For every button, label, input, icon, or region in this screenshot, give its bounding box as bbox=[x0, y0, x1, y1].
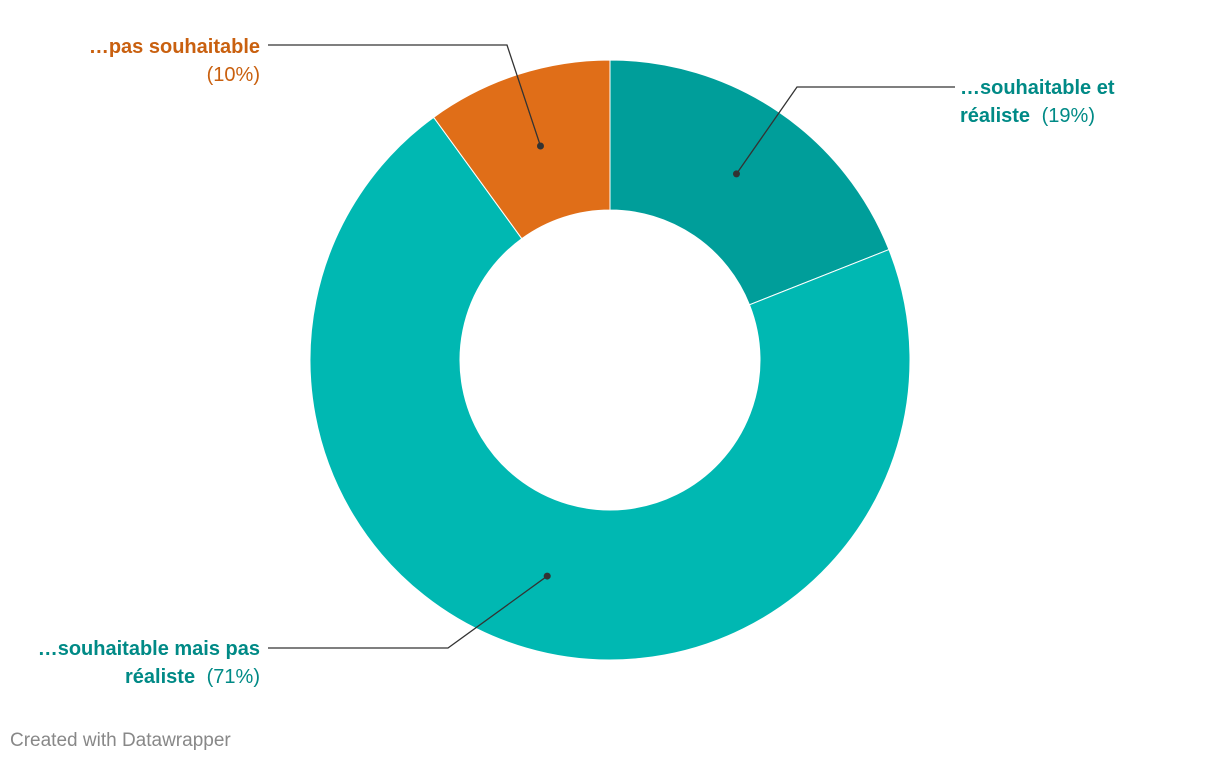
leader-dot-2 bbox=[536, 142, 544, 150]
slice-label-pas-souhaitable-pct: (10%) bbox=[207, 64, 260, 86]
slice-label-souhaitable-mais-pas: …souhaitable mais pas bbox=[38, 638, 260, 660]
donut-slices bbox=[309, 59, 911, 661]
slice-pct: (71%) bbox=[207, 666, 260, 688]
slice-label-souhaitable-realiste: …souhaitable et bbox=[960, 77, 1115, 99]
donut-slice-2 bbox=[432, 59, 611, 240]
donut-slice-1 bbox=[309, 116, 911, 661]
leader-line-2 bbox=[268, 44, 542, 147]
slice-pct: (19%) bbox=[1042, 105, 1095, 127]
slice-pct: (10%) bbox=[207, 64, 260, 86]
slice-label-line2: réaliste bbox=[125, 666, 195, 688]
leader-line-0 bbox=[735, 86, 955, 175]
leader-line-1 bbox=[268, 575, 548, 649]
slice-label-line1: …souhaitable mais pas bbox=[38, 638, 260, 660]
leader-dot-1 bbox=[543, 572, 551, 580]
slice-label-pas-souhaitable: …pas souhaitable bbox=[89, 36, 260, 58]
slice-label-line1: …pas souhaitable bbox=[89, 36, 260, 58]
donut-slice-0 bbox=[609, 59, 890, 306]
leader-dot-0 bbox=[732, 170, 740, 178]
footer-credit: Created with Datawrapper bbox=[10, 730, 231, 751]
slice-label-line1: …souhaitable et bbox=[960, 77, 1115, 99]
slice-label-line2: réaliste bbox=[960, 105, 1030, 127]
slice-label-souhaitable-realiste-line2: réaliste (19%) bbox=[960, 105, 1095, 127]
leader-lines bbox=[268, 44, 955, 649]
slice-label-souhaitable-mais-pas-line2: réaliste (71%) bbox=[125, 666, 260, 688]
